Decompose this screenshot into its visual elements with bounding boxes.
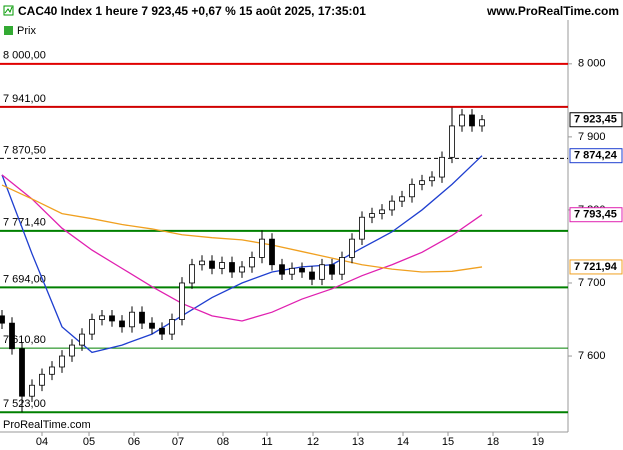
candle-body xyxy=(439,156,445,178)
candle-body xyxy=(99,315,105,320)
candle-body xyxy=(49,366,55,375)
candle-body xyxy=(139,311,145,324)
candle-body xyxy=(269,238,275,266)
x-tick-label: 13 xyxy=(352,436,364,448)
candle-body xyxy=(189,264,195,284)
candle-body xyxy=(419,180,425,185)
candle-body xyxy=(389,200,395,211)
candle-body xyxy=(459,114,465,127)
y-tick-label: 7 900 xyxy=(578,131,606,143)
header-icon-line xyxy=(4,6,13,14)
legend-label: Prix xyxy=(17,25,36,37)
x-tick-label: 08 xyxy=(217,436,229,448)
source: www.ProRealTime.com xyxy=(486,4,619,18)
candle-body xyxy=(39,373,45,386)
level-label: 7 694,00 xyxy=(3,273,46,285)
candle-body xyxy=(219,262,225,269)
x-tick-label: 18 xyxy=(487,436,499,448)
candle-body xyxy=(0,315,5,324)
y-tick-label: 7 700 xyxy=(578,277,606,289)
x-tick-label: 19 xyxy=(532,436,544,448)
candle-body xyxy=(429,176,435,182)
candle-body xyxy=(59,355,65,368)
moving-average xyxy=(1,184,483,273)
level-label: 7 941,00 xyxy=(3,93,46,105)
value-label-box xyxy=(569,148,623,164)
x-tick-label: 05 xyxy=(83,436,95,448)
candle-body xyxy=(129,311,135,328)
candle-body xyxy=(289,267,295,275)
y-tick-label: 8 000 xyxy=(578,58,606,70)
x-tick-label: 06 xyxy=(128,436,140,448)
value-label-box xyxy=(569,207,623,223)
candle-body xyxy=(229,262,235,273)
moving-average xyxy=(1,174,483,322)
candle-body xyxy=(9,322,15,350)
x-tick-label: 11 xyxy=(261,436,272,448)
y-tick-label: 7 600 xyxy=(578,350,606,362)
last-price-box xyxy=(569,112,623,128)
candle-body xyxy=(349,238,355,258)
candle-body xyxy=(149,322,155,329)
candle-body xyxy=(379,209,385,214)
value-label: 7 793,45 xyxy=(574,209,617,221)
candle-body xyxy=(339,257,345,275)
x-tick-label: 12 xyxy=(307,436,319,448)
candle-body xyxy=(479,119,485,127)
candle-body xyxy=(29,384,35,397)
x-tick-label: 04 xyxy=(36,436,48,448)
last-price-label: 7 923,45 xyxy=(574,114,617,126)
candle-body xyxy=(19,348,25,397)
candle-body xyxy=(319,264,325,280)
candle-body xyxy=(279,264,285,275)
candle-body xyxy=(309,271,315,280)
candle-body xyxy=(199,260,205,266)
x-tick-label: 15 xyxy=(442,436,454,448)
candle-body xyxy=(69,344,75,357)
candle-body xyxy=(209,260,215,269)
candle-body xyxy=(359,216,365,240)
candle-body xyxy=(89,319,95,335)
candle-body xyxy=(159,327,165,335)
watermark: ProRealTime.com xyxy=(3,419,91,431)
candle-body xyxy=(179,282,185,320)
level-label: 8 000,00 xyxy=(3,50,46,62)
candle-body xyxy=(449,125,455,158)
legend-icon xyxy=(4,26,13,35)
candle-body xyxy=(259,238,265,258)
value-label: 7 874,24 xyxy=(574,150,618,162)
candle-body xyxy=(399,196,405,202)
candle-body xyxy=(79,333,85,346)
level-label: 7 771,40 xyxy=(3,217,46,229)
candle-body xyxy=(109,315,115,322)
value-label: 7 721,94 xyxy=(574,261,618,273)
candle-body xyxy=(239,266,245,273)
x-tick-label: 07 xyxy=(172,436,184,448)
candle-body xyxy=(369,213,375,218)
candle-body xyxy=(299,267,305,273)
candle-body xyxy=(169,319,175,335)
level-label: 7 870,50 xyxy=(3,144,46,156)
candle-body xyxy=(329,264,335,275)
candle-body xyxy=(409,183,415,198)
candle-body xyxy=(119,320,125,328)
level-label: 7 523,00 xyxy=(3,398,46,410)
candle-body xyxy=(249,257,255,268)
chart-title: CAC40 Index 1 heure 7 923,45 +0,67 % 15 … xyxy=(18,4,366,18)
candle-body xyxy=(469,114,475,127)
value-label-box xyxy=(569,259,623,275)
x-tick-label: 14 xyxy=(397,436,409,448)
